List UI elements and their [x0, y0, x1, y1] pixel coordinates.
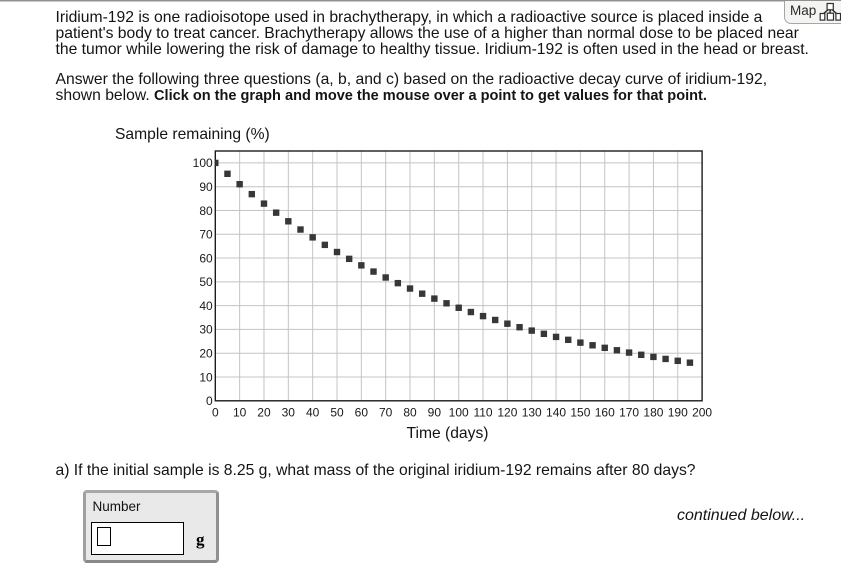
svg-text:70: 70 — [199, 228, 213, 242]
svg-text:70: 70 — [379, 406, 393, 420]
svg-text:0: 0 — [212, 406, 219, 420]
svg-text:90: 90 — [199, 180, 213, 194]
svg-text:80: 80 — [199, 204, 213, 218]
svg-text:50: 50 — [199, 275, 213, 289]
svg-text:50: 50 — [330, 406, 344, 420]
svg-text:60: 60 — [355, 406, 369, 420]
svg-text:40: 40 — [306, 406, 320, 420]
svg-text:90: 90 — [428, 406, 442, 420]
svg-text:110: 110 — [473, 406, 492, 420]
svg-text:40: 40 — [199, 299, 213, 313]
svg-text:0: 0 — [206, 394, 213, 408]
svg-text:120: 120 — [497, 406, 517, 420]
svg-text:10: 10 — [233, 406, 247, 420]
svg-text:80: 80 — [403, 406, 417, 420]
svg-text:130: 130 — [522, 406, 542, 420]
svg-text:30: 30 — [282, 406, 296, 420]
svg-text:140: 140 — [546, 406, 566, 420]
svg-text:10: 10 — [199, 370, 213, 384]
svg-text:200: 200 — [692, 406, 712, 420]
svg-text:100: 100 — [193, 156, 213, 170]
svg-text:190: 190 — [668, 406, 688, 420]
svg-text:150: 150 — [570, 406, 590, 420]
svg-text:100: 100 — [449, 406, 469, 420]
svg-text:20: 20 — [199, 347, 213, 361]
svg-text:160: 160 — [595, 406, 615, 420]
svg-text:20: 20 — [257, 406, 271, 420]
svg-text:60: 60 — [199, 251, 213, 265]
svg-text:170: 170 — [619, 406, 639, 420]
svg-text:180: 180 — [643, 406, 663, 420]
svg-text:30: 30 — [199, 323, 213, 337]
